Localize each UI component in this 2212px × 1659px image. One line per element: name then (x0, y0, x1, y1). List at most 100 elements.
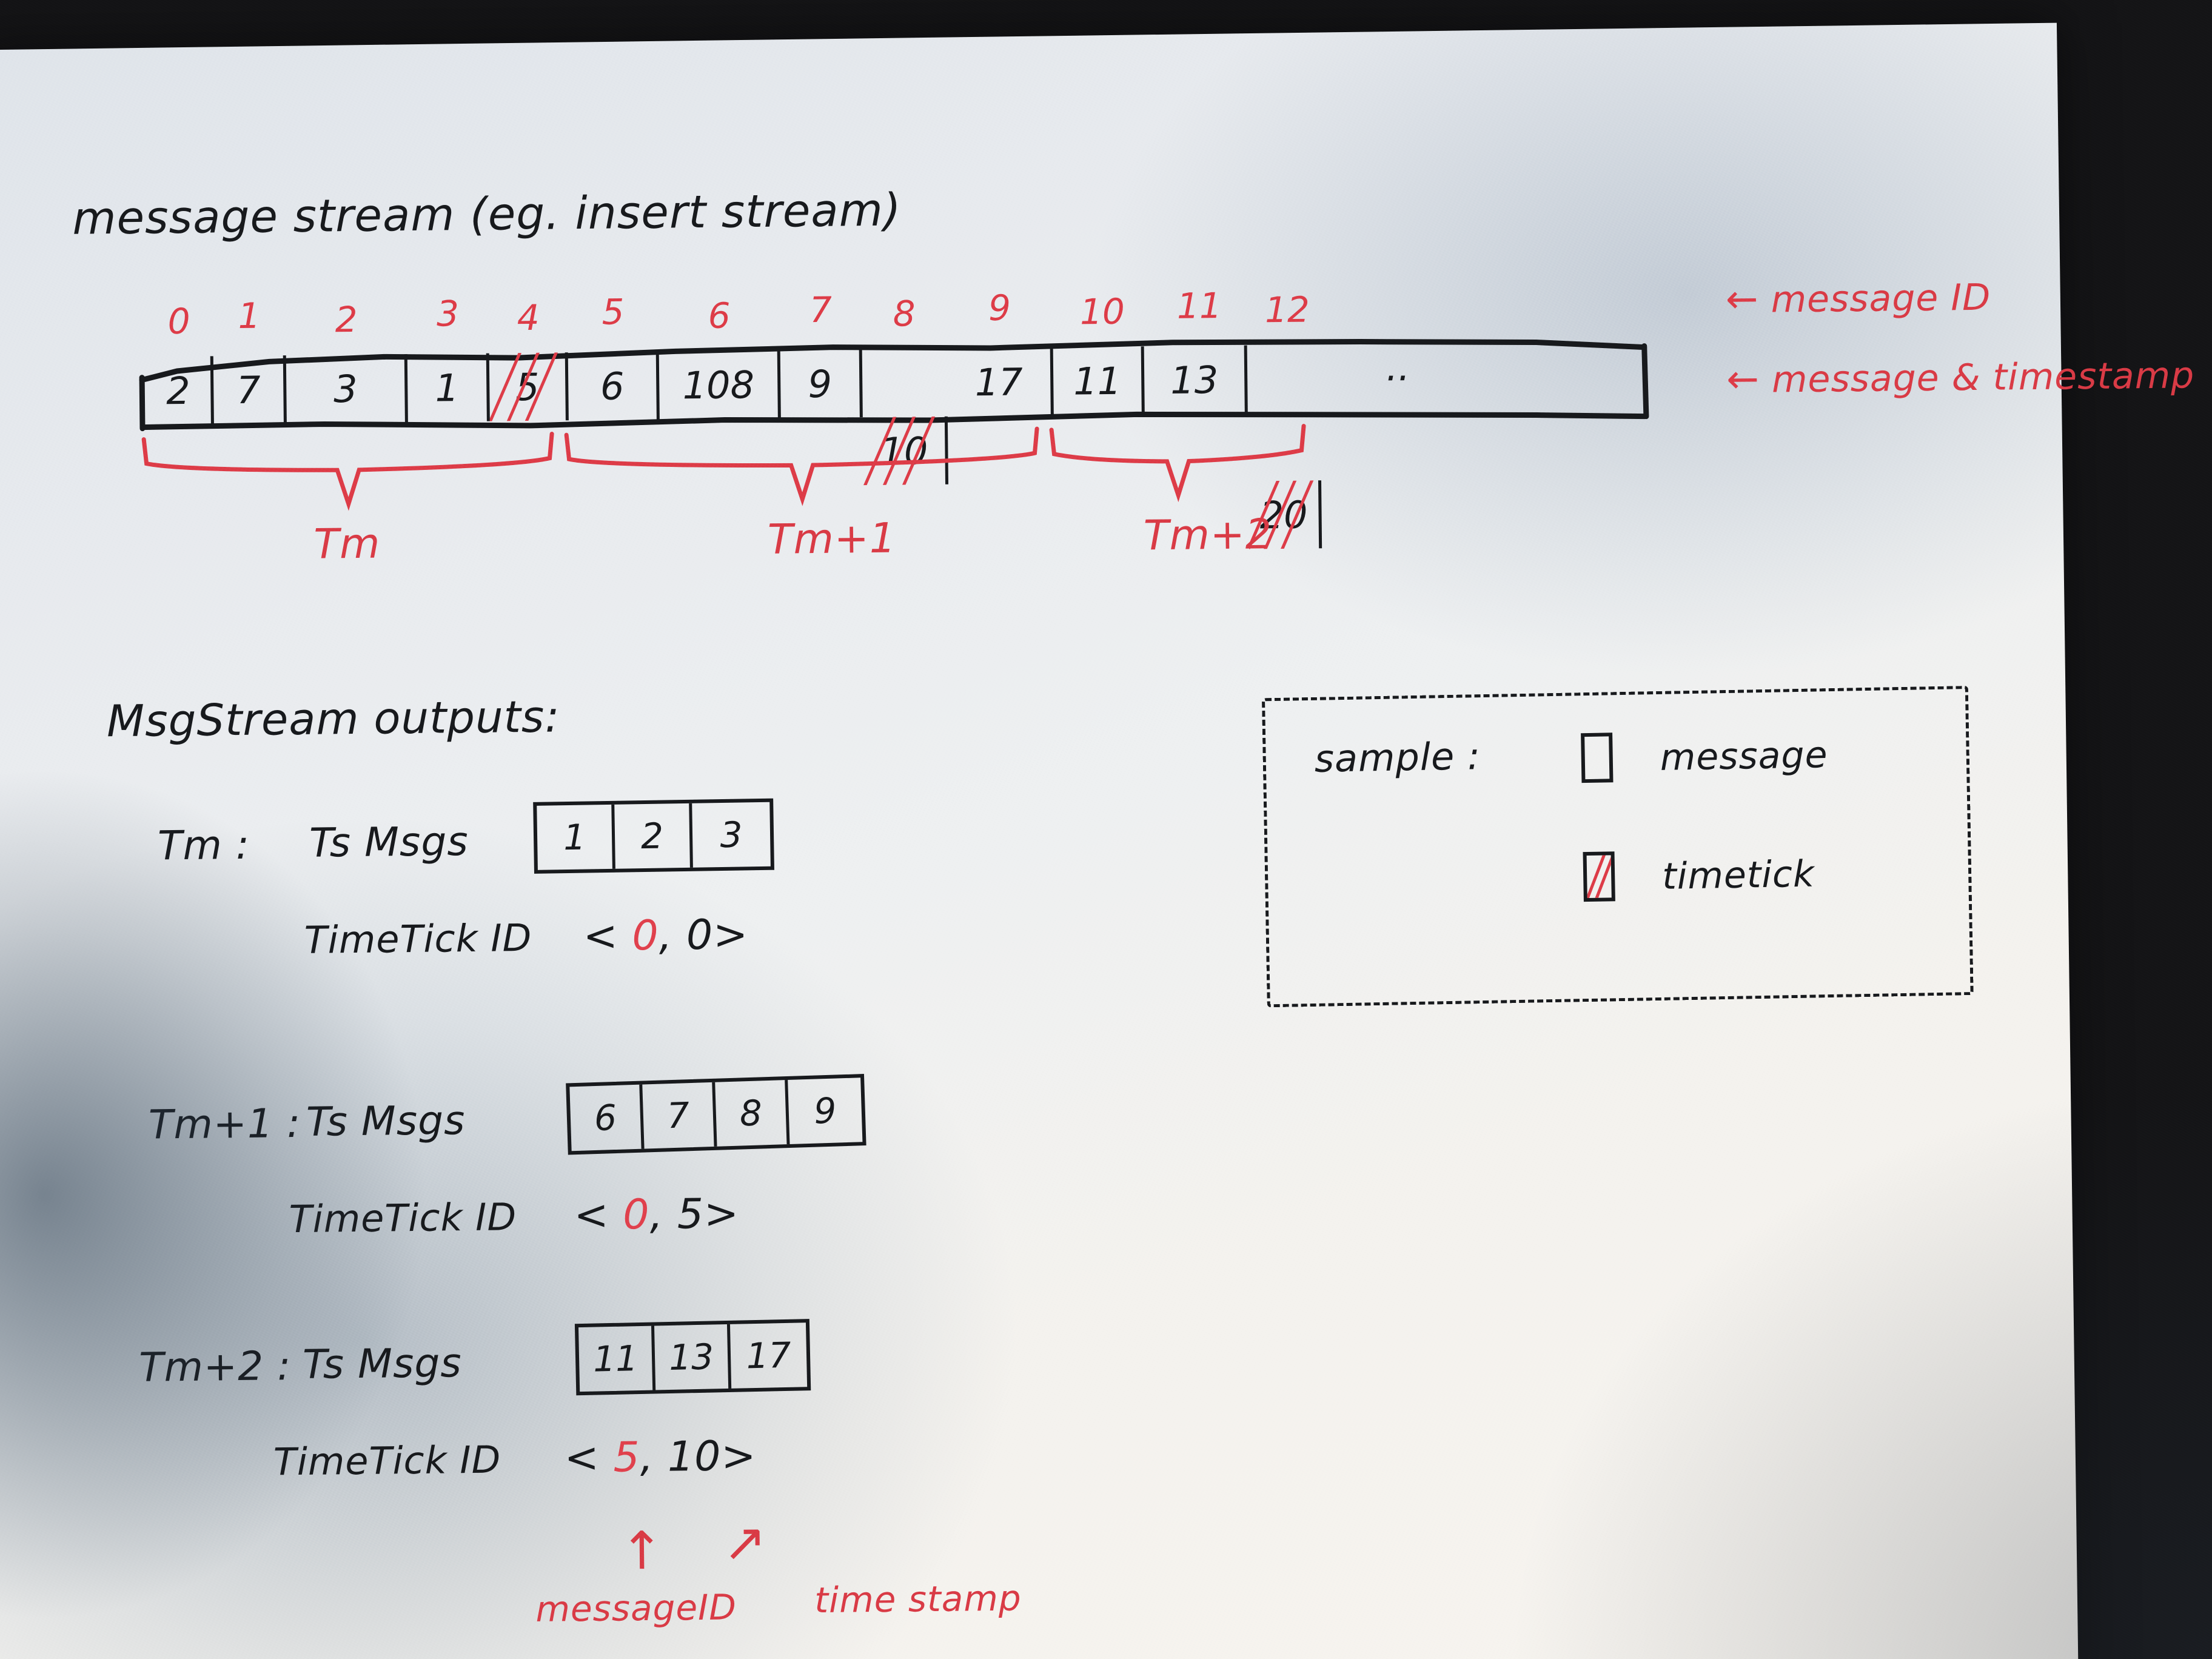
stream-cell-value: 9 (808, 361, 833, 406)
stream-cell-value: 1 (435, 365, 460, 411)
page-title: message stream (eg. insert stream) (72, 184, 902, 245)
arrow-left-icon-2: ← (1726, 357, 1760, 403)
stream-cell: 13 (1144, 345, 1248, 415)
legend-swatch-timetick (1583, 851, 1615, 902)
timetick-message-id: 0 (631, 911, 660, 960)
output-window-label: Tm+1 : (148, 1099, 301, 1148)
output-timetick-label: TimeTick ID (273, 1437, 501, 1484)
time-window-label: Tm+2 (1143, 511, 1273, 560)
sp (609, 1191, 623, 1239)
output-timetick-label: TimeTick ID (289, 1195, 517, 1242)
stream-index: 4 (517, 297, 540, 339)
legend-title: sample : (1314, 734, 1481, 781)
stream-index: 8 (893, 293, 916, 335)
stream-cell: ·· (1320, 343, 1472, 413)
legend-swatch-message (1581, 732, 1614, 783)
output-timetick-value: < 5, 10> (564, 1432, 756, 1482)
stream-cell: 6 (568, 351, 660, 421)
timetick-comma: , (659, 911, 673, 960)
stream-cell-value: 3 (333, 366, 358, 411)
legend-label-message: message (1660, 734, 1829, 779)
message-stream-table: 2 7 3 1 5 6 108 9 10 17 11 13 20 ·· (139, 339, 1656, 549)
stream-cell-value: 5 (515, 364, 540, 409)
timetick-close-bracket: > (721, 1432, 757, 1481)
callout-arrow-msgid: ↑ (619, 1520, 665, 1582)
sp2 (672, 911, 686, 959)
timetick-open-bracket: < (583, 912, 619, 961)
callout-arrow-timestamp: ↗ (722, 1512, 768, 1574)
time-window-label: Tm+1 (767, 514, 897, 564)
stream-cell: 5 (489, 352, 569, 421)
time-window-label: Tm (313, 520, 381, 569)
output-msgs-label: Ts Msgs (306, 1097, 466, 1145)
stream-cell: 1 (407, 353, 490, 423)
stream-cell-value: 6 (600, 363, 625, 409)
stream-index: 9 (988, 287, 1011, 329)
stream-index: 11 (1176, 284, 1222, 327)
stream-cell-value: 13 (1170, 357, 1219, 403)
timetick-timestamp: 0 (686, 911, 714, 960)
stream-index: 6 (708, 295, 731, 337)
stream-index: 10 (1079, 290, 1125, 333)
output-msgs-label: Ts Msgs (309, 818, 469, 866)
stream-index: 1 (238, 295, 261, 337)
output-timetick-value: < 0, 0> (583, 911, 748, 960)
time-window-brace (564, 426, 1039, 506)
output-msg-cell: 7 (642, 1082, 717, 1149)
timetick-open-bracket: < (564, 1433, 600, 1483)
stream-cell-value: ·· (1384, 355, 1409, 400)
timetick-close-bracket: > (712, 911, 749, 959)
stream-index: 3 (436, 293, 460, 335)
timetick-timestamp: 10 (667, 1432, 722, 1481)
sp (599, 1434, 613, 1482)
timetick-comma: , (649, 1190, 664, 1239)
output-window-label: Tm : (157, 821, 250, 870)
stream-index: 7 (809, 289, 833, 331)
stream-cell-value: 2 (166, 368, 190, 413)
timetick-comma: , (640, 1433, 654, 1482)
stream-index: 2 (335, 298, 358, 341)
legend-box: sample : message timetick (1261, 686, 1974, 1008)
output-msg-cell: 2 (614, 803, 693, 869)
stream-cell-value: 108 (682, 362, 755, 407)
stream-cell-value: 11 (1073, 358, 1122, 404)
stream-cell: 17 (947, 347, 1054, 417)
output-timetick-value: < 0, 5> (574, 1190, 739, 1239)
arrow-left-icon: ← (1725, 276, 1759, 323)
output-msg-cell: 6 (569, 1084, 645, 1151)
callout-msgid-label: messageID (535, 1586, 737, 1630)
output-msgs-box: 11 13 17 (574, 1319, 811, 1396)
stream-cell: 3 (286, 354, 408, 424)
output-msg-cell: 3 (720, 814, 743, 856)
stream-index: 0 (167, 300, 190, 343)
sp2 (663, 1190, 677, 1238)
sp2 (654, 1433, 668, 1481)
output-msg-cell: 1 (537, 804, 615, 870)
stream-cell: 2 (145, 356, 214, 425)
timetick-message-id: 0 (622, 1190, 650, 1239)
annotation-message-id-row: ← message ID (1726, 275, 1991, 323)
annotation-message-timestamp-row: ← message & timestamp (1726, 352, 2195, 402)
output-msg-cell: 13 (654, 1324, 732, 1390)
stream-cell: 9 (780, 349, 863, 418)
output-timetick-label: TimeTick ID (304, 915, 532, 962)
output-window-label: Tm+2 : (138, 1342, 292, 1391)
time-window-brace (141, 432, 554, 511)
stream-index: 5 (602, 291, 625, 333)
time-window-brace (1049, 424, 1306, 503)
output-msg-cell: 11 (578, 1326, 656, 1392)
stream-cell-value: 7 (236, 367, 261, 412)
output-msg-cell: 8 (715, 1080, 790, 1147)
window-brace-labels: Tm Tm+1 Tm+2 (0, 0, 2204, 569)
timetick-message-id: 5 (613, 1433, 641, 1482)
stream-cell: 7 (213, 355, 287, 424)
legend-label-timetick: timetick (1661, 853, 1815, 898)
annotation-message-id-label: message ID (1771, 276, 1991, 321)
timetick-close-bracket: > (703, 1190, 740, 1238)
sp (618, 912, 632, 960)
timetick-timestamp: 5 (677, 1190, 705, 1239)
